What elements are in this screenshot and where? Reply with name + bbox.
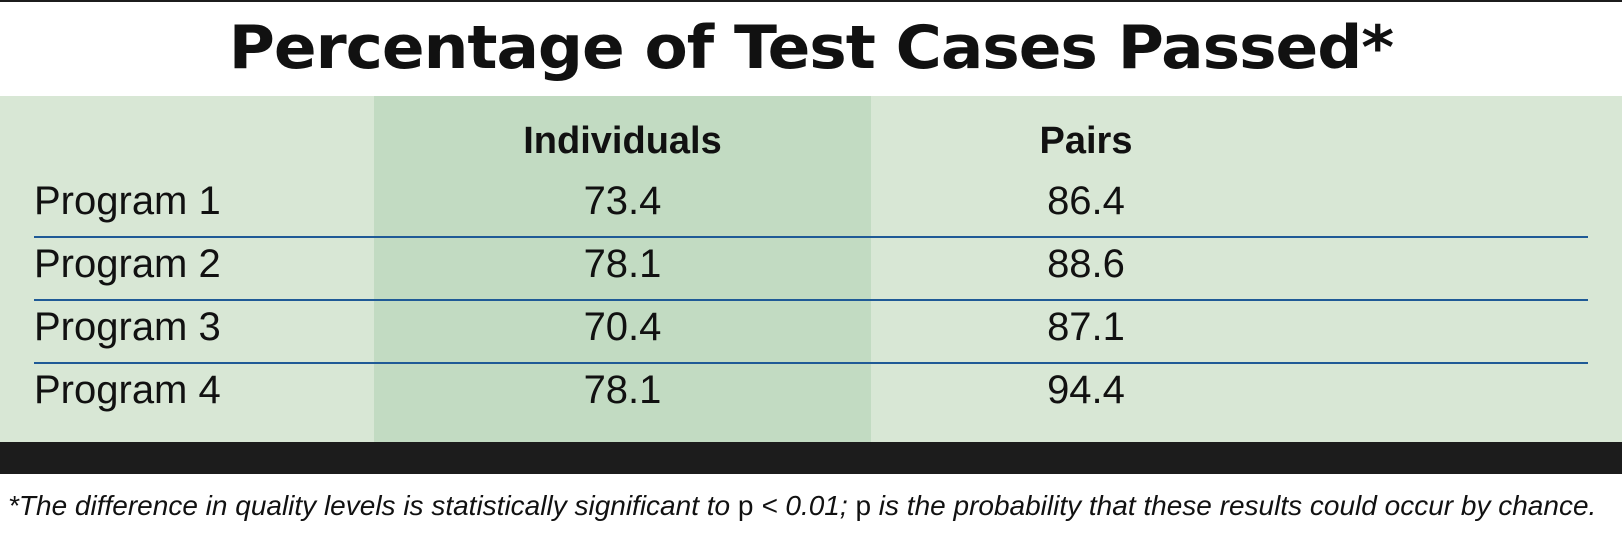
- row-divider: [34, 362, 1588, 364]
- chart-title: Percentage of Test Cases Passed*: [228, 13, 1394, 83]
- cell-pairs: 94.4: [1047, 368, 1125, 412]
- bottom-bar: [0, 442, 1622, 474]
- table-row: Program 2 78.1 88.6: [0, 233, 1622, 295]
- cell-individuals: 78.1: [583, 368, 662, 412]
- row-divider: [34, 236, 1588, 238]
- footnote-text-3: is the probability that these results co…: [871, 490, 1597, 521]
- footnote-text-1: *The difference in quality levels is sta…: [8, 490, 738, 521]
- table-row: Program 3 70.4 87.1: [0, 296, 1622, 358]
- row-label: Program 4: [34, 368, 221, 412]
- top-rule: [0, 0, 1622, 2]
- footnote-text-2: < 0.01;: [753, 490, 856, 521]
- table-row: Program 1 73.4 86.4: [0, 170, 1622, 232]
- cell-individuals: 70.4: [583, 305, 662, 349]
- column-header-individuals: Individuals: [523, 120, 722, 162]
- cell-pairs: 86.4: [1047, 179, 1125, 223]
- data-table: Individuals Pairs Program 1 73.4 86.4 Pr…: [0, 96, 1622, 442]
- cell-individuals: 78.1: [583, 242, 662, 286]
- footnote-p-symbol: p: [737, 490, 754, 521]
- individuals-column-highlight: [374, 96, 871, 442]
- table-row: Program 4 78.1 94.4: [0, 359, 1622, 421]
- row-label: Program 2: [34, 242, 221, 286]
- cell-individuals: 73.4: [583, 179, 662, 223]
- column-header-pairs: Pairs: [1039, 120, 1133, 162]
- footnote-p-symbol: p: [855, 490, 872, 521]
- footnote: *The difference in quality levels is sta…: [8, 486, 1618, 526]
- row-divider: [34, 299, 1588, 301]
- cell-pairs: 87.1: [1047, 305, 1125, 349]
- cell-pairs: 88.6: [1047, 242, 1125, 286]
- row-label: Program 1: [34, 179, 221, 223]
- row-label: Program 3: [34, 305, 221, 349]
